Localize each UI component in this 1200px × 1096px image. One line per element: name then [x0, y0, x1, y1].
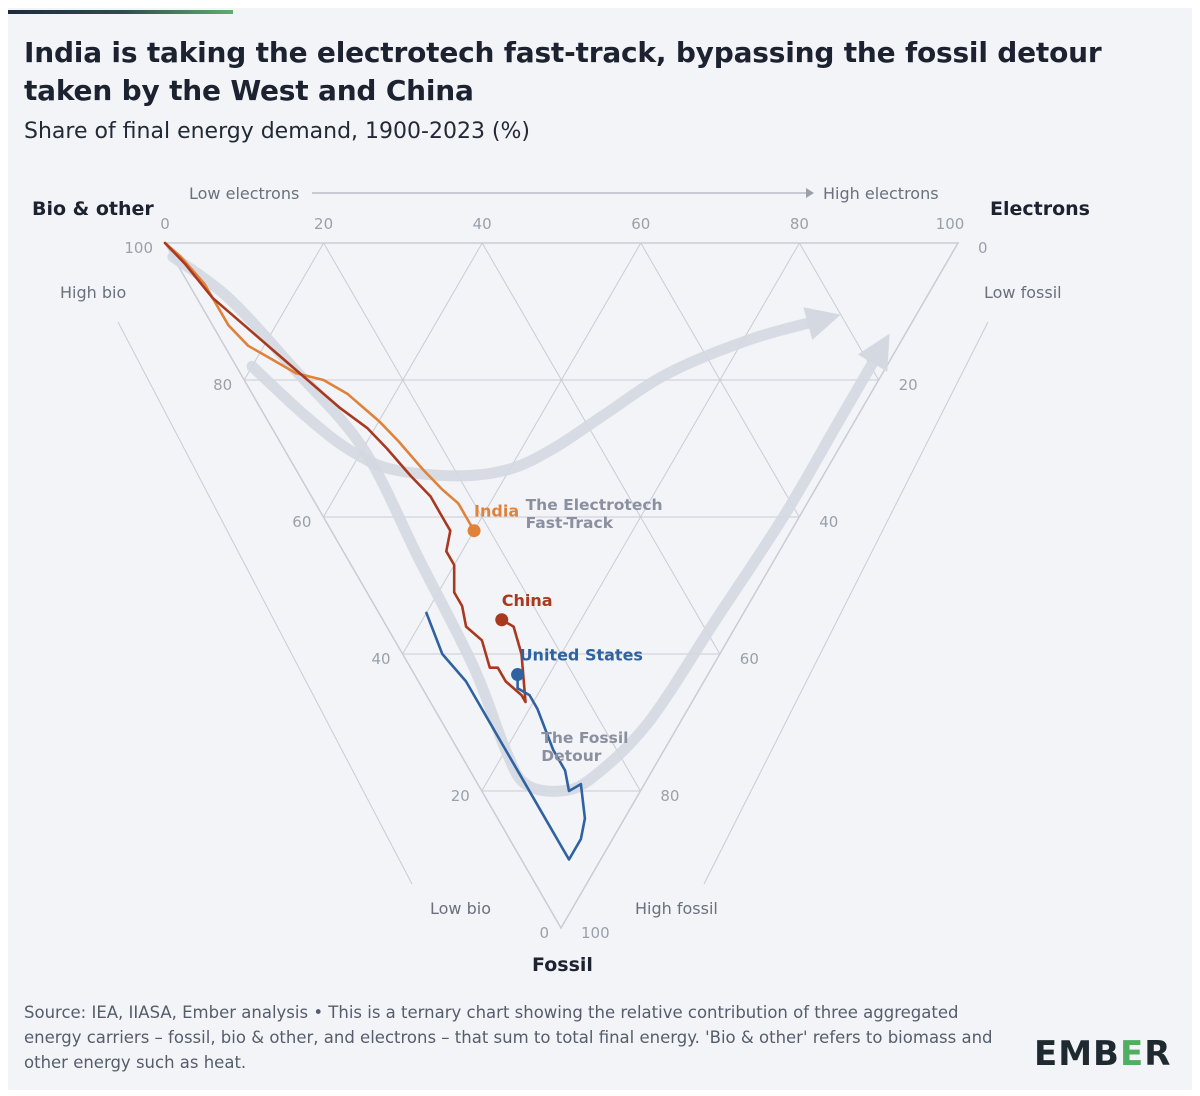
series-label-china: China: [502, 591, 553, 610]
chart-subtitle: Share of final energy demand, 1900-2023 …: [24, 119, 530, 144]
series-layer: [163, 241, 587, 861]
series-line-china: [163, 241, 527, 704]
tick-fossil-100: 100: [581, 924, 610, 942]
ternary-chart: 0 20 40 60 80 100 100 80 60 40 20 0 0 20 40 60 80 100 Bio …: [32, 184, 1090, 976]
series-endpoint-india: [467, 524, 481, 538]
gridline-electrons-40: [481, 242, 721, 655]
gridline-bio-40: [402, 242, 642, 655]
tick-bio-40: 40: [372, 650, 391, 668]
axis-title-bio: Bio & other: [32, 198, 154, 220]
gridline-electrons-60: [640, 242, 800, 518]
tick-electrons-60: 60: [631, 215, 650, 233]
tick-bio-20: 20: [451, 787, 470, 805]
label-high-bio: High bio: [60, 283, 126, 302]
tick-fossil-20: 20: [899, 376, 918, 394]
logo-text-left: EMB: [1034, 1034, 1120, 1074]
annotation-0-line2: Fast-Track: [526, 514, 614, 532]
guide-arrow-head-fast-track: [803, 307, 841, 341]
tick-electrons-0: 0: [160, 215, 170, 233]
grid-layer: [117, 188, 989, 930]
tick-fossil-0: 0: [978, 239, 988, 257]
series-label-united-states: United States: [520, 646, 643, 665]
series-line-india: [163, 241, 476, 532]
bio-axis-line: [117, 321, 413, 885]
source-note: Source: IEA, IIASA, Ember analysis • Thi…: [24, 1003, 993, 1072]
tick-electrons-40: 40: [473, 215, 492, 233]
series-endpoint-united-states: [511, 668, 525, 682]
triangle-outline: [163, 242, 960, 930]
tick-bio-0: 0: [539, 924, 549, 942]
series-line-united-states: [425, 611, 587, 861]
annotation-1-line1: The Fossil: [541, 729, 628, 747]
gridline-bio-80: [243, 242, 325, 381]
annotation-1-line2: Detour: [541, 747, 601, 765]
tick-fossil-80: 80: [660, 787, 679, 805]
axis-title-fossil: Fossil: [532, 954, 593, 976]
fossil-axis-line: [703, 321, 989, 885]
tick-electrons-100: 100: [936, 215, 965, 233]
tick-electrons-20: 20: [314, 215, 333, 233]
label-layer: 0 20 40 60 80 100 100 80 60 40 20 0 0 20 40 60 80 100 Bio …: [32, 184, 1090, 976]
label-low-bio: Low bio: [430, 899, 491, 918]
gridline-bio-60: [322, 242, 483, 518]
guide-arrow-fast-track: [246, 312, 833, 482]
chart-card: [8, 8, 1192, 1090]
tick-fossil-60: 60: [740, 650, 759, 668]
tick-fossil-40: 40: [819, 513, 838, 531]
label-high-fossil: High fossil: [635, 899, 718, 918]
axis-title-electrons: Electrons: [990, 198, 1090, 220]
label-high-electrons: High electrons: [823, 184, 939, 203]
accent-bar: [8, 10, 233, 14]
label-low-fossil: Low fossil: [984, 283, 1062, 302]
tick-bio-100: 100: [124, 239, 153, 257]
logo-text-right: R: [1144, 1034, 1172, 1074]
tick-bio-60: 60: [292, 513, 311, 531]
electrons-arrow-head: [806, 188, 814, 198]
chart-title: India is taking the electrotech fast-tra…: [24, 36, 1102, 107]
series-label-india: India: [474, 502, 519, 521]
tick-bio-80: 80: [213, 376, 232, 394]
annotation-0-line1: The Electrotech: [526, 496, 663, 514]
tick-electrons-80: 80: [790, 215, 809, 233]
guide-arrow-head-fossil-detour: [857, 333, 890, 372]
series-endpoint-china: [495, 613, 509, 627]
logo-text-mid: E: [1119, 1034, 1145, 1074]
label-low-electrons: Low electrons: [189, 184, 299, 203]
ember-logo: EMBER: [1034, 1034, 1171, 1074]
